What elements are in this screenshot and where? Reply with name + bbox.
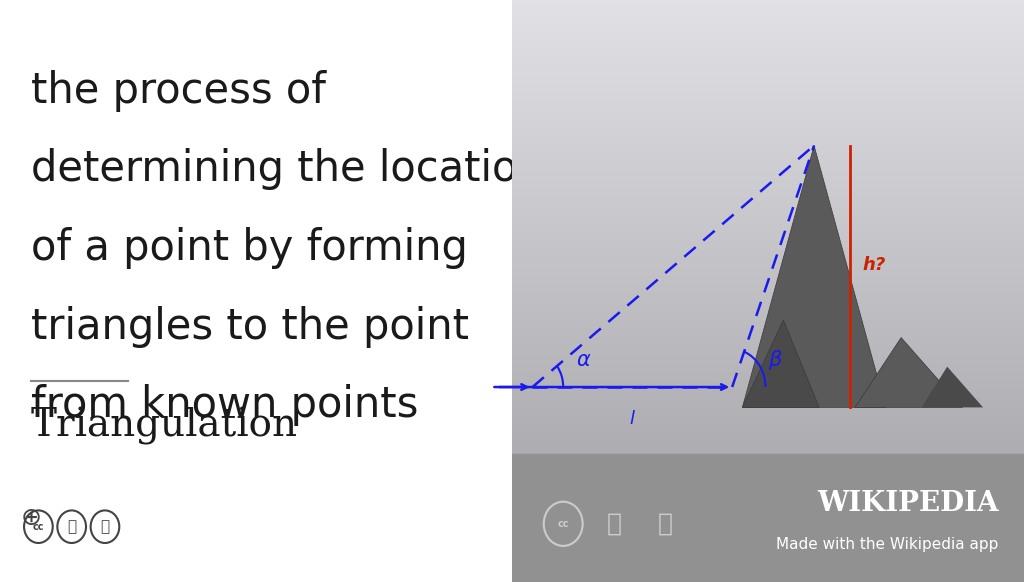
Text: cc: cc (557, 519, 569, 529)
Text: the process of: the process of (31, 70, 326, 112)
Polygon shape (742, 146, 886, 407)
Text: Ⓢ: Ⓢ (658, 512, 673, 536)
Text: WIKIPEDIA: WIKIPEDIA (817, 490, 998, 517)
Bar (512, 454, 1024, 582)
Text: ⊕: ⊕ (20, 506, 41, 530)
Text: triangles to the point: triangles to the point (31, 306, 469, 347)
Text: ⓘ: ⓘ (68, 519, 76, 534)
Text: Triangulation: Triangulation (31, 407, 298, 445)
Text: l: l (630, 410, 635, 428)
Text: ⓘ: ⓘ (607, 512, 622, 536)
Text: determining the location: determining the location (31, 148, 544, 190)
Polygon shape (922, 367, 983, 407)
Text: from known points: from known points (31, 384, 418, 426)
Polygon shape (855, 338, 963, 407)
Polygon shape (742, 320, 819, 407)
Text: $\beta$: $\beta$ (768, 349, 782, 372)
Text: cc: cc (33, 521, 44, 532)
Text: Ⓢ: Ⓢ (100, 519, 110, 534)
Text: $\alpha$: $\alpha$ (575, 350, 592, 370)
Text: of a point by forming: of a point by forming (31, 227, 468, 269)
Polygon shape (742, 338, 886, 407)
Text: h?: h? (862, 256, 886, 274)
Text: Made with the Wikipedia app: Made with the Wikipedia app (776, 537, 998, 552)
